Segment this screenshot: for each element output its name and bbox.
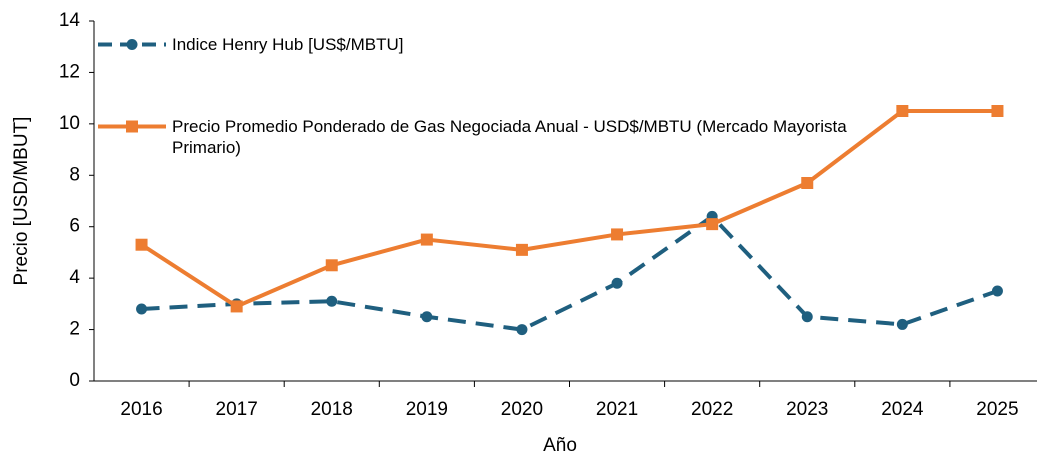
marker xyxy=(991,285,1003,297)
y-tick-label: 2 xyxy=(69,319,80,340)
marker xyxy=(801,311,813,323)
marker xyxy=(135,238,148,251)
y-tick-label: 6 xyxy=(69,216,80,237)
legend-label: Indice Henry Hub [US$/MBTU] xyxy=(172,35,404,54)
legend-item: Precio Promedio Ponderado de Gas Negocia… xyxy=(96,116,862,158)
marker xyxy=(421,311,433,323)
y-tick-label: 14 xyxy=(59,10,81,31)
x-tick-label: 2016 xyxy=(120,399,162,420)
series-line xyxy=(140,109,998,309)
marker xyxy=(136,303,148,315)
legend-label: Precio Promedio Ponderado de Gas Negocia… xyxy=(172,117,847,157)
legend-item: Indice Henry Hub [US$/MBTU] xyxy=(96,34,862,55)
x-tick-label: 2024 xyxy=(881,399,924,420)
legend-swatch xyxy=(98,39,166,50)
marker xyxy=(611,277,623,289)
y-tick-label: 4 xyxy=(69,267,80,288)
marker xyxy=(325,259,338,272)
marker xyxy=(706,218,719,231)
marker xyxy=(991,105,1004,117)
marker xyxy=(515,243,528,256)
x-tick-label: 2021 xyxy=(596,399,638,420)
x-tick-label: 2025 xyxy=(976,399,1018,420)
marker xyxy=(326,295,338,307)
y-tick-label: 0 xyxy=(69,370,80,391)
x-tick-label: 2018 xyxy=(311,399,353,420)
marker xyxy=(896,318,908,330)
y-tick-label: 12 xyxy=(59,61,80,82)
x-tick-label: 2023 xyxy=(786,399,828,420)
x-axis-label: Año xyxy=(543,435,577,456)
y-tick-label: 8 xyxy=(69,164,80,185)
marker xyxy=(896,105,909,117)
y-axis-label: Precio [USD/MBUT] xyxy=(11,117,32,286)
x-tick-label: 2017 xyxy=(216,399,258,420)
marker xyxy=(420,233,433,246)
series-line xyxy=(141,214,999,332)
marker xyxy=(230,300,243,313)
marker xyxy=(516,324,528,336)
y-tick-label: 10 xyxy=(59,113,80,134)
marker xyxy=(801,177,814,189)
legend-swatch xyxy=(98,120,166,133)
marker xyxy=(611,228,624,241)
x-tick-label: 2020 xyxy=(501,399,543,420)
x-tick-label: 2022 xyxy=(691,399,733,420)
x-tick-label: 2019 xyxy=(406,399,448,420)
